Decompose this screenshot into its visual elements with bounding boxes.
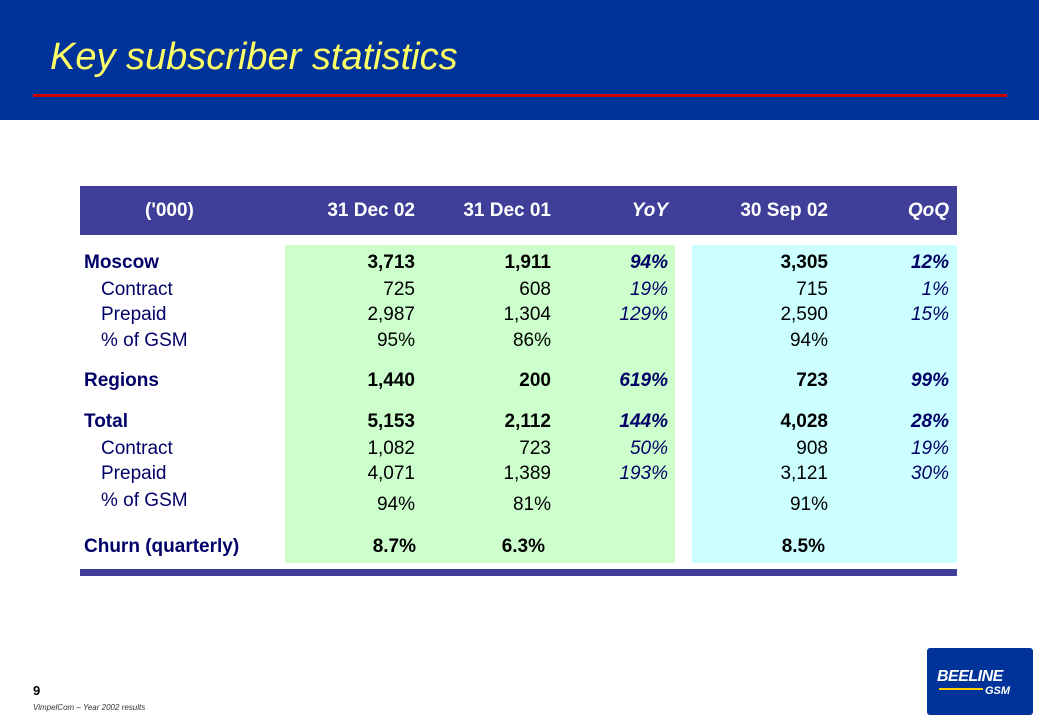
row-label: Churn (quarterly) xyxy=(84,536,240,557)
cell-dec02: 5,153 xyxy=(367,411,415,432)
cell-dec01: 86% xyxy=(512,330,551,351)
cell-sep02: 94% xyxy=(789,330,828,351)
logo-accent-bar xyxy=(939,688,983,690)
cell-dec02: 1,082 xyxy=(367,438,415,459)
cell-dec01: 2,112 xyxy=(504,411,552,432)
cell-qoq: 15% xyxy=(910,304,949,325)
page-title: Key subscriber statistics xyxy=(50,36,458,78)
cell-yoy: 94% xyxy=(629,252,668,273)
cell-yoy: 129% xyxy=(619,304,668,325)
header-qoq: QoQ xyxy=(907,200,949,221)
cell-dec02: 4,071 xyxy=(367,463,415,484)
row-label: Contract xyxy=(101,279,173,300)
row-label: % of GSM xyxy=(101,490,188,511)
beeline-logo: BEELINE GSM xyxy=(927,648,1033,715)
cell-dec01: 723 xyxy=(519,438,551,459)
cell-dec02: 95% xyxy=(376,330,415,351)
cell-yoy: 144% xyxy=(619,411,668,432)
row-label: Prepaid xyxy=(101,463,167,484)
row-label: % of GSM xyxy=(101,330,188,351)
title-underline xyxy=(33,94,1007,97)
table-header-band xyxy=(80,186,957,235)
logo-brand: BEELINE xyxy=(937,668,1003,685)
cell-qoq: 19% xyxy=(910,438,949,459)
table-footer-rule xyxy=(80,569,957,576)
cell-sep02: 3,305 xyxy=(780,252,828,273)
page-number: 9 xyxy=(33,683,41,698)
header-yoy: YoY xyxy=(631,200,668,221)
cell-dec01: 1,389 xyxy=(503,463,551,484)
cell-qoq: 99% xyxy=(910,370,949,391)
row-label: Total xyxy=(84,411,128,432)
row-label: Moscow xyxy=(84,252,159,273)
slide-header xyxy=(0,0,1039,120)
footer-caption: VimpelCom – Year 2002 results xyxy=(33,703,146,712)
cell-sep02: 8.5% xyxy=(781,536,825,557)
cell-sep02: 715 xyxy=(796,279,828,300)
cell-dec02: 2,987 xyxy=(367,304,415,325)
cell-qoq: 1% xyxy=(921,279,949,300)
header-dec02: 31 Dec 02 xyxy=(327,200,415,221)
row-label: Contract xyxy=(101,438,173,459)
cell-sep02: 2,590 xyxy=(780,304,828,325)
cell-sep02: 4,028 xyxy=(780,411,828,432)
cell-sep02: 91% xyxy=(789,494,828,515)
logo-sub: GSM xyxy=(985,685,1011,697)
cell-yoy: 619% xyxy=(619,370,668,391)
comparison-period-highlight xyxy=(692,245,957,563)
cell-qoq: 28% xyxy=(910,411,949,432)
cell-dec01: 1,911 xyxy=(504,252,552,273)
header-sep02: 30 Sep 02 xyxy=(740,200,828,221)
cell-dec02: 94% xyxy=(376,494,415,515)
current-period-highlight xyxy=(285,245,675,563)
cell-yoy: 19% xyxy=(629,279,668,300)
cell-dec01: 200 xyxy=(519,370,551,391)
cell-dec01: 81% xyxy=(512,494,551,515)
cell-qoq: 12% xyxy=(910,252,949,273)
cell-qoq: 30% xyxy=(910,463,949,484)
cell-dec02: 1,440 xyxy=(367,370,415,391)
cell-sep02: 723 xyxy=(796,370,828,391)
cell-sep02: 908 xyxy=(796,438,828,459)
cell-dec01: 6.3% xyxy=(501,536,545,557)
cell-sep02: 3,121 xyxy=(780,463,828,484)
cell-yoy: 193% xyxy=(619,463,668,484)
cell-yoy: 50% xyxy=(629,438,668,459)
cell-dec01: 1,304 xyxy=(503,304,551,325)
row-label: Regions xyxy=(84,370,159,391)
cell-dec02: 8.7% xyxy=(372,536,416,557)
cell-dec01: 608 xyxy=(519,279,551,300)
cell-dec02: 3,713 xyxy=(367,252,415,273)
row-label: Prepaid xyxy=(101,304,167,325)
cell-dec02: 725 xyxy=(383,279,415,300)
header-unit: ('000) xyxy=(145,200,194,221)
header-dec01: 31 Dec 01 xyxy=(463,200,551,221)
